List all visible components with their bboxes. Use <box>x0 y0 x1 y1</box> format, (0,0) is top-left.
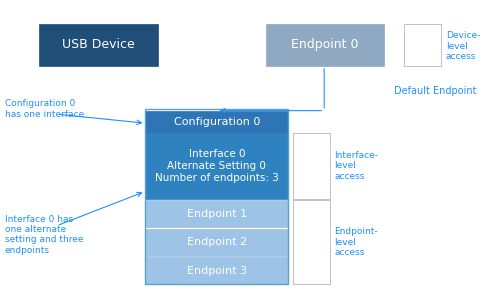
FancyBboxPatch shape <box>145 111 288 133</box>
Text: Device-
level
access: Device- level access <box>446 31 480 61</box>
FancyBboxPatch shape <box>266 24 384 66</box>
Text: Default Endpoint: Default Endpoint <box>394 86 477 96</box>
FancyBboxPatch shape <box>404 24 441 66</box>
FancyBboxPatch shape <box>145 200 288 227</box>
FancyBboxPatch shape <box>293 133 330 199</box>
FancyBboxPatch shape <box>145 257 288 284</box>
FancyBboxPatch shape <box>293 200 330 284</box>
Text: Configuration 0: Configuration 0 <box>174 117 260 127</box>
Text: Interface 0
Alternate Setting 0
Number of endpoints: 3: Interface 0 Alternate Setting 0 Number o… <box>155 149 279 183</box>
Text: Endpoint 2: Endpoint 2 <box>187 237 247 247</box>
Text: Interface-
level
access: Interface- level access <box>334 151 378 181</box>
FancyBboxPatch shape <box>145 133 288 199</box>
Text: Endpoint 3: Endpoint 3 <box>187 266 247 276</box>
FancyBboxPatch shape <box>39 24 158 66</box>
Text: Endpoint 0: Endpoint 0 <box>291 38 359 51</box>
Text: Endpoint 1: Endpoint 1 <box>187 209 247 219</box>
FancyBboxPatch shape <box>145 229 288 256</box>
Text: Endpoint-
level
access: Endpoint- level access <box>334 227 377 257</box>
Text: USB Device: USB Device <box>62 38 135 51</box>
Text: Configuration 0
has one interface: Configuration 0 has one interface <box>5 100 84 119</box>
Text: Interface 0 has
one alternate
setting and three
endpoints: Interface 0 has one alternate setting an… <box>5 215 84 255</box>
